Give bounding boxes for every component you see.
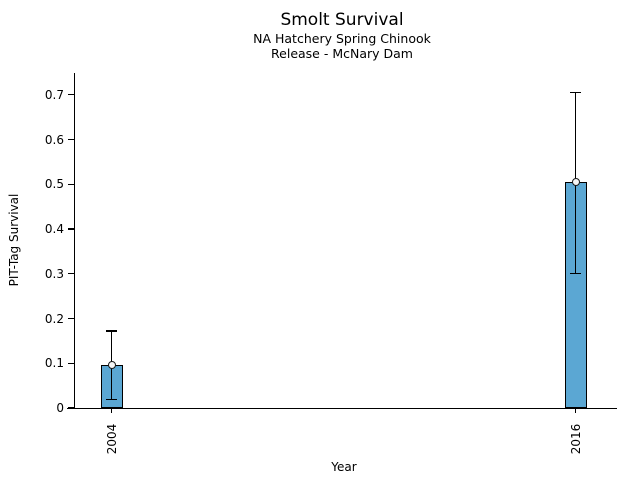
x-axis-label: Year [331, 460, 357, 474]
chart-subtitle-line1: NA Hatchery Spring Chinook [253, 31, 431, 46]
y-tick-label: 0.5 [44, 177, 64, 192]
error-bar-cap-bottom [570, 272, 581, 274]
y-tick [68, 138, 74, 141]
y-tick [68, 94, 74, 96]
y-tick [68, 407, 74, 409]
error-bar-cap-top [106, 330, 117, 332]
y-tick-label: 0.1 [44, 356, 64, 371]
chart-title: Smolt Survival [280, 10, 404, 30]
y-tick [68, 317, 74, 320]
error-bar-cap-bottom [106, 398, 117, 401]
data-point-marker [571, 178, 580, 186]
y-tick-label: 0.7 [44, 87, 64, 102]
y-tick [68, 273, 74, 275]
y-tick-label: 0.3 [44, 266, 64, 281]
chart-subtitle-line2: Release - McNary Dam [271, 46, 413, 61]
x-tick-label: 2016 [568, 423, 583, 455]
y-tick [68, 183, 74, 185]
x-tick [110, 408, 113, 413]
x-tick-label: 2004 [104, 423, 119, 455]
data-point-marker [107, 361, 116, 370]
error-bar-cap-top [570, 91, 581, 94]
x-axis-line [67, 408, 617, 410]
x-tick [574, 408, 577, 413]
y-tick-label: 0.2 [44, 311, 64, 326]
y-axis-spine [74, 73, 76, 408]
y-tick [68, 228, 74, 230]
y-tick-label: 0 [56, 401, 64, 415]
y-tick-label: 0.4 [44, 222, 64, 236]
y-tick-label: 0.6 [44, 132, 64, 147]
y-tick [68, 362, 74, 364]
